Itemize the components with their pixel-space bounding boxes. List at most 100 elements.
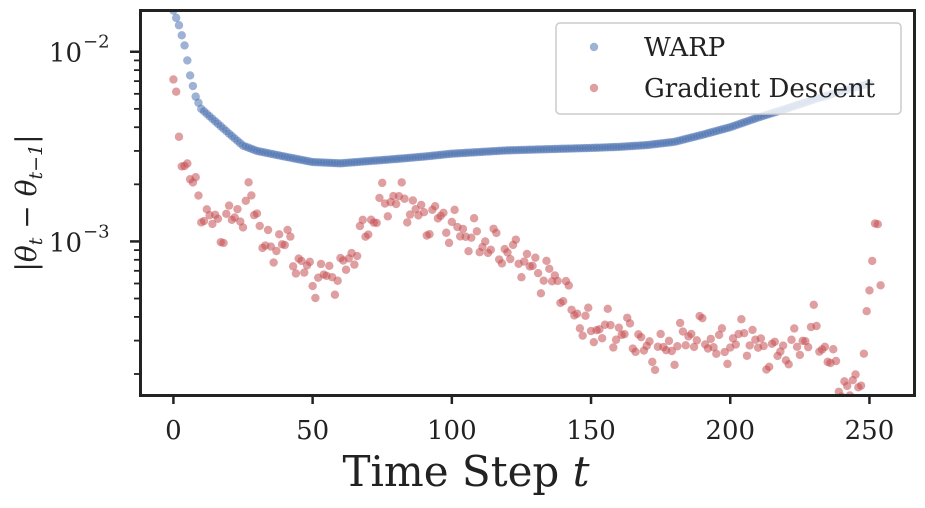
gradient-descent-point [667, 346, 676, 356]
gradient-descent-point [698, 313, 707, 323]
gradient-descent-point [606, 320, 615, 330]
gradient-descent-point [450, 205, 459, 215]
gradient-descent-point [244, 178, 253, 187]
gradient-descent-point [876, 281, 885, 290]
gradient-descent-point [408, 196, 418, 205]
gradient-descent-point [645, 337, 654, 346]
y-tick-label-exponent: −3 [83, 221, 110, 242]
gradient-descent-point [481, 237, 490, 246]
legend: WARP Gradient Descent [555, 22, 902, 115]
gradient-descent-point [809, 300, 818, 310]
gradient-descent-point [364, 230, 373, 239]
gradient-descent-point [692, 336, 702, 345]
gradient-descent-point [742, 351, 752, 360]
legend-frame [555, 22, 902, 115]
gradient-descent-point [520, 257, 529, 266]
gradient-descent-point [873, 219, 883, 229]
gradient-descent-point [241, 196, 250, 205]
gradient-descent-point [191, 173, 200, 182]
gradient-descent-point [430, 202, 440, 211]
gradient-descent-point [712, 349, 721, 358]
gradient-descent-point [325, 261, 334, 270]
gradient-descent-point [492, 228, 501, 238]
gradient-descent-point [564, 281, 573, 290]
gradient-descent-point [842, 381, 852, 391]
gradient-descent-point [397, 178, 406, 187]
warp-point [174, 21, 184, 30]
gradient-descent-point [419, 208, 429, 217]
gradient-descent-point [194, 191, 203, 200]
legend-label-warp: WARP [644, 33, 725, 63]
gradient-descent-point [664, 336, 674, 346]
gradient-descent-point [417, 200, 426, 210]
gradient-descent-point [829, 345, 838, 354]
gradient-descent-point [375, 193, 384, 203]
gradient-descent-point [687, 329, 696, 339]
gradient-descent-point [648, 357, 657, 367]
gradient-descent-point [171, 87, 181, 96]
warp-point [185, 71, 195, 80]
gradient-descent-point [673, 342, 682, 351]
warp-point [171, 13, 181, 23]
gradient-descent-point [620, 329, 629, 339]
gradient-descent-point [183, 159, 192, 168]
gradient-descent-point [589, 337, 599, 347]
gradient-descent-point [472, 227, 482, 236]
gradient-descent-point [795, 350, 805, 360]
gradient-descent-point [458, 224, 468, 234]
gradient-descent-point [745, 341, 754, 350]
gradient-descent-point [400, 194, 409, 203]
gradient-descent-point [425, 229, 434, 239]
gradient-descent-point [464, 247, 473, 256]
gradient-descent-point [675, 318, 685, 328]
gradient-descent-point [636, 332, 646, 342]
gradient-descent-point [503, 248, 512, 257]
gradient-descent-point [820, 342, 830, 352]
gradient-descent-point [255, 221, 264, 231]
gradient-descent-point [862, 307, 871, 316]
gradient-descent-point [311, 293, 320, 303]
gradient-descent-point [252, 209, 262, 218]
gradient-descent-point [341, 265, 351, 274]
gradient-descent-point [723, 359, 732, 369]
gradient-descent-point [300, 268, 309, 277]
legend-marker-gradient-descent [589, 83, 599, 93]
gradient-descent-point [670, 360, 679, 370]
gradient-descent-point [497, 259, 507, 268]
gradient-descent-point [391, 199, 401, 209]
gradient-descent-point [291, 269, 301, 278]
gradient-descent-point [678, 327, 688, 336]
gradient-descent-point [868, 256, 877, 266]
gradient-descent-point [378, 178, 387, 188]
x-tick-label: 150 [566, 416, 616, 446]
y-tick-label-exponent: −2 [83, 32, 110, 53]
gradient-descent-point [305, 257, 315, 267]
gradient-descent-point [352, 251, 362, 261]
gradient-descent-point [625, 319, 635, 328]
gradient-descent-point [439, 208, 448, 218]
gradient-descent-point [447, 217, 457, 227]
gradient-descent-point [575, 324, 585, 333]
x-axis-label: Time Step t [342, 447, 589, 496]
gradient-descent-point [778, 341, 788, 350]
gradient-descent-point [611, 335, 621, 344]
gradient-descent-point [269, 258, 278, 267]
gradient-descent-point [528, 261, 537, 271]
gradient-descent-point [511, 235, 521, 244]
gradient-descent-point [709, 343, 718, 352]
x-tick-label: 0 [165, 416, 182, 446]
gradient-descent-point [689, 342, 699, 352]
gradient-descent-point [595, 325, 604, 334]
gradient-descent-point [330, 290, 340, 299]
gradient-descent-point [213, 214, 223, 224]
gradient-descent-point [717, 324, 727, 333]
gradient-descent-point [865, 286, 874, 295]
gradient-descent-point [506, 254, 515, 264]
gradient-descent-point [572, 309, 582, 318]
gradient-descent-point [731, 340, 741, 349]
gradient-descent-point [792, 342, 802, 352]
gradient-descent-point [770, 337, 779, 346]
x-tick-label: 50 [296, 416, 329, 446]
gradient-descent-point [263, 225, 273, 235]
